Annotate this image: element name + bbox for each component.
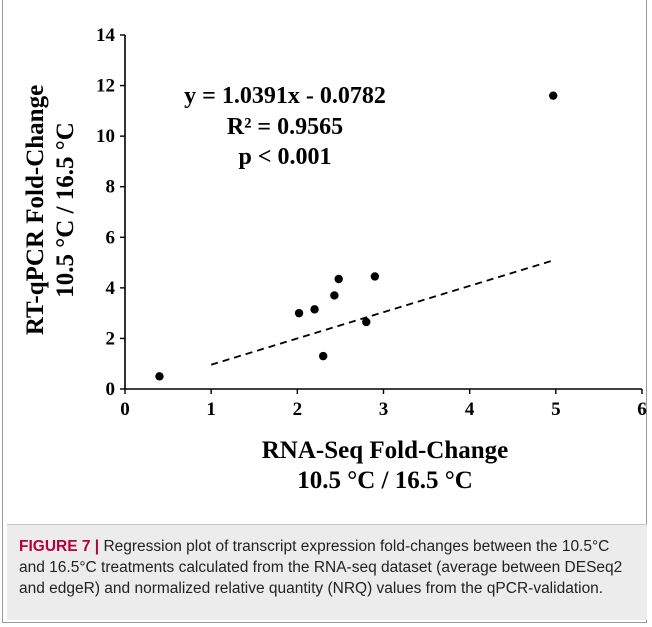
x-tick-label: 1 [206, 399, 216, 420]
y-tick-label: 0 [106, 379, 116, 400]
annotation-p-value: p < 0.001 [238, 144, 331, 170]
x-axis-label-line1: RNA-Seq Fold-Change [262, 437, 509, 464]
data-point [362, 317, 371, 327]
data-point [294, 308, 304, 318]
x-tick-label: 4 [465, 399, 475, 420]
x-tick-label: 5 [551, 399, 561, 420]
y-tick-label: 12 [96, 76, 115, 97]
annotation-r-squared: R² = 0.9565 [227, 114, 343, 140]
y-tick-label: 4 [106, 278, 116, 299]
y-tick-label: 10 [96, 126, 115, 147]
axes [120, 34, 643, 394]
x-tick-label: 6 [637, 399, 647, 420]
x-axis-label-line2: 10.5 °C / 16.5 °C [297, 467, 473, 494]
x-tick-label: 2 [293, 399, 303, 420]
data-point [318, 351, 328, 361]
data-point [330, 291, 339, 300]
data-point [310, 305, 319, 314]
y-tick-label: 8 [106, 177, 116, 198]
y-axis-label-line1: RT-qPCR Fold-Change [22, 85, 49, 335]
y-axis-label-line2: 10.5 °C / 16.5 °C [52, 122, 79, 298]
caption-text: FIGURE 7 | Regression plot of transcript… [19, 536, 635, 599]
y-tick-label: 14 [96, 25, 116, 46]
y-tick-label: 6 [106, 227, 116, 248]
data-points [155, 91, 558, 381]
x-tick-label: 0 [120, 399, 130, 420]
x-tick-label: 3 [379, 399, 389, 420]
trendline [210, 259, 554, 366]
figure-caption: FIGURE 7 | Regression plot of transcript… [7, 524, 647, 620]
y-tick-label: 2 [106, 328, 116, 349]
data-point [334, 274, 343, 284]
data-point [155, 372, 164, 381]
annotation-equation: y = 1.0391x - 0.0782 [184, 83, 386, 109]
caption-body: Regression plot of transcript expression… [19, 538, 623, 597]
data-point [549, 91, 558, 100]
trendline-layer [210, 259, 554, 366]
caption-label: FIGURE 7 | [19, 538, 100, 555]
data-point [370, 272, 380, 281]
